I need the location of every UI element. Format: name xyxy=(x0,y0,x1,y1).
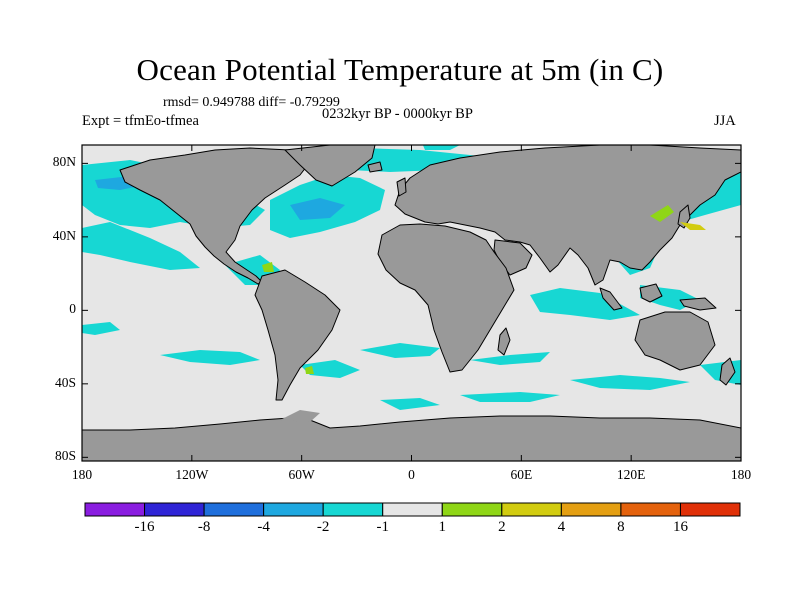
x-tick-label: 120E xyxy=(616,467,646,482)
colorbar-swatch xyxy=(203,502,265,517)
colorbar-swatch xyxy=(382,502,443,517)
colorbar-swatch xyxy=(322,502,384,517)
colorbar-swatch xyxy=(263,502,324,517)
colorbar-label: -1 xyxy=(376,519,389,535)
y-tick-label: 40N xyxy=(52,227,76,243)
season-label: JJA xyxy=(714,113,736,129)
colorbar-swatch xyxy=(501,502,562,517)
colorbar-swatch xyxy=(560,502,622,517)
experiment-label: Expt = tfmEo-tfmea xyxy=(82,113,199,129)
period-text: 0232kyr BP - 0000kyr BP xyxy=(322,106,473,122)
colorbar-label: 1 xyxy=(438,519,447,535)
colorbar-swatch xyxy=(620,502,681,517)
axis-ticks xyxy=(81,145,742,461)
x-tick-label: 60W xyxy=(288,467,315,482)
plot-title: Ocean Potential Temperature at 5m (in C) xyxy=(136,52,664,87)
colorbar-label: 4 xyxy=(557,519,566,535)
colorbar-label: 8 xyxy=(617,519,625,535)
y-tick-label: 40S xyxy=(54,374,76,390)
south-america xyxy=(254,269,341,401)
colorbar xyxy=(84,502,741,517)
y-tick-label: 80N xyxy=(52,154,76,170)
x-tick-label: 0 xyxy=(408,467,415,482)
x-tick-label: 180 xyxy=(730,467,752,482)
x-tick-label: 180 xyxy=(71,467,93,482)
sumatra xyxy=(599,287,623,311)
colorbar-label: -4 xyxy=(257,519,270,535)
y-tick-label: 80S xyxy=(54,448,76,464)
land-masses xyxy=(82,145,741,461)
colorbar-label: 2 xyxy=(498,519,506,535)
colorbar-swatch xyxy=(679,502,741,517)
colorbar-label: -16 xyxy=(134,519,155,535)
eurasia xyxy=(394,145,741,286)
antarctica xyxy=(82,415,741,461)
australia xyxy=(634,311,716,371)
borneo xyxy=(639,283,663,303)
colorbar-label: 16 xyxy=(672,519,688,535)
madagascar xyxy=(497,327,511,356)
iceland xyxy=(367,161,383,173)
africa xyxy=(377,223,515,373)
new-zealand xyxy=(719,357,736,386)
x-tick-label: 120W xyxy=(175,467,209,482)
new-guinea xyxy=(679,297,717,311)
x-tick-label: 60E xyxy=(510,467,533,482)
y-tick-label: 0 xyxy=(69,301,76,317)
british-isles xyxy=(396,177,407,197)
colorbar-label: -2 xyxy=(316,519,330,535)
colorbar-swatch xyxy=(84,502,146,517)
colorbar-swatch xyxy=(144,502,205,517)
antarctic-shelf xyxy=(280,410,320,422)
colorbar-swatch xyxy=(441,502,503,517)
warm-anomaly-regions xyxy=(262,205,706,374)
stats-text: rmsd= 0.949788 diff= -0.79299 xyxy=(163,95,340,110)
greenland xyxy=(284,145,376,187)
colorbar-label: -8 xyxy=(197,519,211,535)
